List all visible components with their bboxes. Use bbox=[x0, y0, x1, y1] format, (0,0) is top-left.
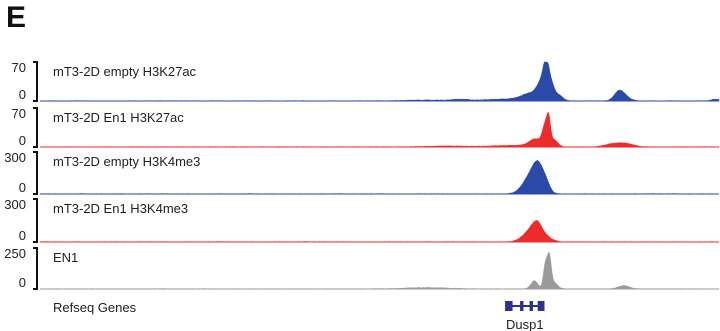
y-tick-min-4: 0 bbox=[19, 228, 26, 243]
panel-letter: E bbox=[6, 1, 27, 34]
gene-exon-4 bbox=[537, 301, 545, 311]
track-label-3: mT3-2D empty H3K4me3 bbox=[53, 154, 200, 169]
y-tick-min-5: 0 bbox=[19, 275, 26, 290]
track-label-2: mT3-2D En1 H3K27ac bbox=[53, 110, 184, 125]
y-tick-min-1: 0 bbox=[19, 87, 26, 102]
genes-track-label: Refseq Genes bbox=[53, 300, 137, 315]
y-axis-bracket-3 bbox=[33, 151, 38, 195]
y-axis-bracket-5 bbox=[33, 247, 38, 290]
y-tick-max-4: 300 bbox=[4, 197, 26, 212]
y-tick-min-3: 0 bbox=[19, 180, 26, 195]
y-tick-min-2: 0 bbox=[19, 133, 26, 148]
gene-name-label: Dusp1 bbox=[506, 317, 544, 331]
signal-area-4 bbox=[39, 220, 720, 243]
track-label-1: mT3-2D empty H3K27ac bbox=[53, 64, 197, 79]
y-axis-bracket-2 bbox=[33, 107, 38, 148]
y-tick-max-2: 70 bbox=[12, 106, 26, 121]
y-tick-max-1: 70 bbox=[12, 60, 26, 75]
gene-exon-1 bbox=[505, 301, 513, 311]
signal-area-5 bbox=[39, 251, 720, 290]
track-label-5: EN1 bbox=[53, 250, 78, 265]
track-label-4: mT3-2D En1 H3K4me3 bbox=[53, 201, 188, 216]
gene-exon-3 bbox=[529, 301, 533, 311]
y-axis-bracket-4 bbox=[33, 198, 38, 243]
y-axis-bracket-1 bbox=[33, 61, 38, 102]
y-tick-max-3: 300 bbox=[4, 150, 26, 165]
gene-exon-2 bbox=[520, 301, 524, 311]
y-tick-max-5: 250 bbox=[4, 246, 26, 261]
